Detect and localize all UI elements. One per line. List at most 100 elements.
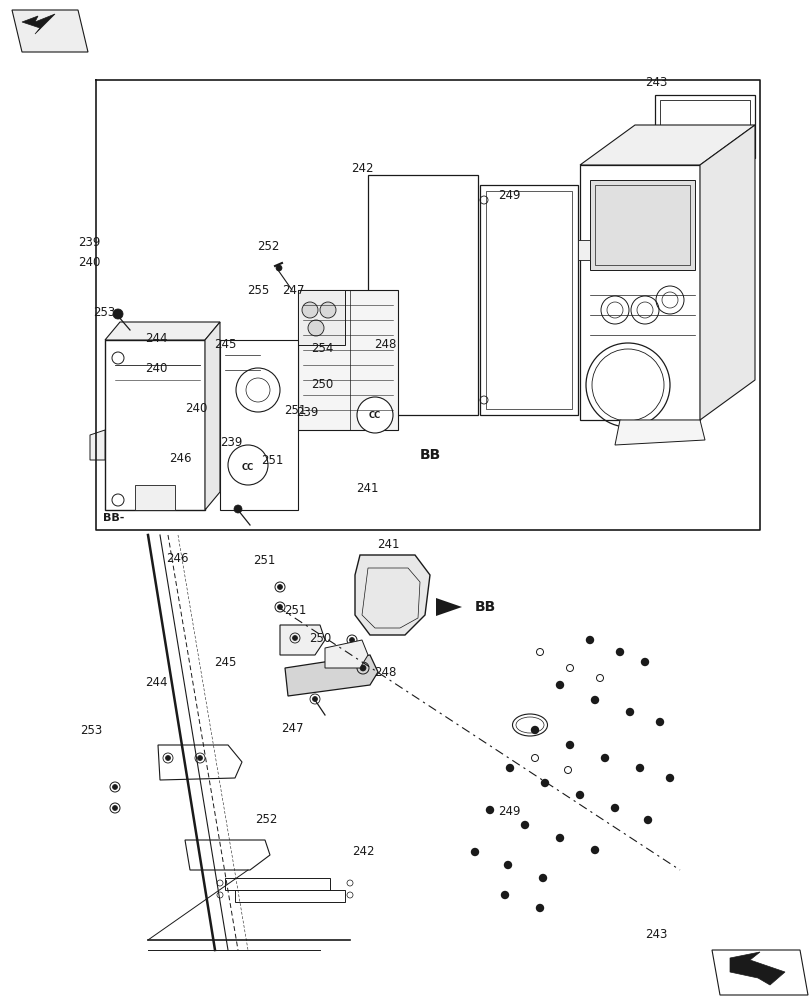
Polygon shape — [285, 655, 378, 696]
Text: 252: 252 — [256, 240, 279, 253]
Text: 242: 242 — [351, 845, 374, 858]
Text: 246: 246 — [165, 552, 188, 564]
Circle shape — [302, 302, 318, 318]
Text: 246: 246 — [169, 452, 191, 464]
Text: 243: 243 — [644, 928, 667, 941]
Circle shape — [636, 764, 642, 772]
Text: 248: 248 — [373, 338, 396, 352]
Polygon shape — [280, 625, 324, 655]
Circle shape — [113, 805, 118, 810]
Text: 247: 247 — [281, 721, 303, 734]
Text: 247: 247 — [281, 284, 304, 296]
Polygon shape — [367, 175, 478, 415]
Circle shape — [539, 874, 546, 882]
Circle shape — [521, 821, 528, 828]
Circle shape — [506, 764, 513, 772]
Polygon shape — [590, 180, 694, 270]
Polygon shape — [479, 185, 577, 415]
Text: 249: 249 — [497, 805, 520, 818]
Circle shape — [113, 784, 118, 790]
Circle shape — [357, 397, 393, 433]
Polygon shape — [577, 240, 590, 260]
Circle shape — [228, 445, 268, 485]
Text: 254: 254 — [311, 342, 333, 355]
Text: 239: 239 — [295, 406, 318, 418]
Polygon shape — [729, 952, 784, 985]
Text: BB: BB — [419, 448, 440, 462]
Text: 251: 251 — [284, 603, 307, 616]
Text: 250: 250 — [309, 632, 332, 644]
Circle shape — [590, 846, 598, 853]
Circle shape — [536, 904, 543, 911]
Text: BB-: BB- — [103, 513, 124, 523]
Text: 249: 249 — [497, 189, 520, 202]
Text: 244: 244 — [144, 332, 167, 344]
Text: BB: BB — [474, 600, 496, 614]
Polygon shape — [614, 420, 704, 445]
Circle shape — [586, 636, 593, 644]
Text: 239: 239 — [220, 436, 242, 450]
Polygon shape — [105, 340, 204, 510]
Polygon shape — [699, 125, 754, 420]
Circle shape — [641, 658, 648, 666]
Circle shape — [601, 754, 607, 762]
Text: 244: 244 — [144, 676, 167, 688]
Polygon shape — [22, 14, 55, 34]
Text: CC: CC — [242, 464, 254, 473]
Text: 245: 245 — [213, 338, 236, 352]
Polygon shape — [220, 340, 298, 510]
Polygon shape — [158, 745, 242, 780]
Text: 240: 240 — [185, 401, 208, 414]
Polygon shape — [324, 640, 367, 668]
Circle shape — [626, 708, 633, 715]
Text: 251: 251 — [284, 403, 306, 416]
Polygon shape — [135, 485, 175, 510]
Text: 240: 240 — [145, 361, 168, 374]
Circle shape — [590, 696, 598, 704]
Text: 240: 240 — [78, 255, 101, 268]
Text: 251: 251 — [253, 554, 276, 566]
Text: 242: 242 — [350, 162, 373, 175]
Circle shape — [501, 892, 508, 898]
Circle shape — [197, 756, 202, 760]
Text: 243: 243 — [644, 76, 667, 89]
Circle shape — [359, 665, 366, 671]
Text: 239: 239 — [78, 236, 101, 249]
Polygon shape — [711, 950, 807, 995]
Circle shape — [504, 861, 511, 868]
Circle shape — [655, 718, 663, 725]
Text: 241: 241 — [376, 538, 399, 552]
Text: 248: 248 — [373, 666, 396, 678]
Circle shape — [276, 265, 281, 271]
Polygon shape — [204, 322, 220, 510]
Circle shape — [556, 834, 563, 841]
Circle shape — [566, 741, 573, 748]
Polygon shape — [185, 840, 270, 870]
Text: CC: CC — [368, 410, 380, 420]
Text: 252: 252 — [255, 813, 277, 826]
Circle shape — [234, 505, 242, 513]
Circle shape — [611, 804, 618, 811]
Text: 253: 253 — [79, 723, 102, 736]
Circle shape — [165, 756, 170, 760]
Circle shape — [556, 682, 563, 688]
Circle shape — [320, 302, 336, 318]
Text: 250: 250 — [311, 378, 333, 391]
Circle shape — [349, 638, 354, 642]
Circle shape — [576, 791, 583, 798]
Circle shape — [307, 320, 324, 336]
Text: 241: 241 — [356, 482, 379, 494]
Polygon shape — [90, 430, 105, 460]
Circle shape — [541, 780, 547, 786]
Circle shape — [531, 726, 538, 733]
Polygon shape — [12, 10, 88, 52]
Circle shape — [277, 604, 282, 609]
Polygon shape — [654, 95, 754, 158]
Polygon shape — [579, 165, 699, 420]
Text: 253: 253 — [92, 306, 115, 318]
Polygon shape — [298, 290, 397, 430]
Text: 251: 251 — [260, 454, 283, 466]
Circle shape — [471, 848, 478, 855]
Polygon shape — [436, 598, 461, 616]
Circle shape — [312, 696, 317, 702]
